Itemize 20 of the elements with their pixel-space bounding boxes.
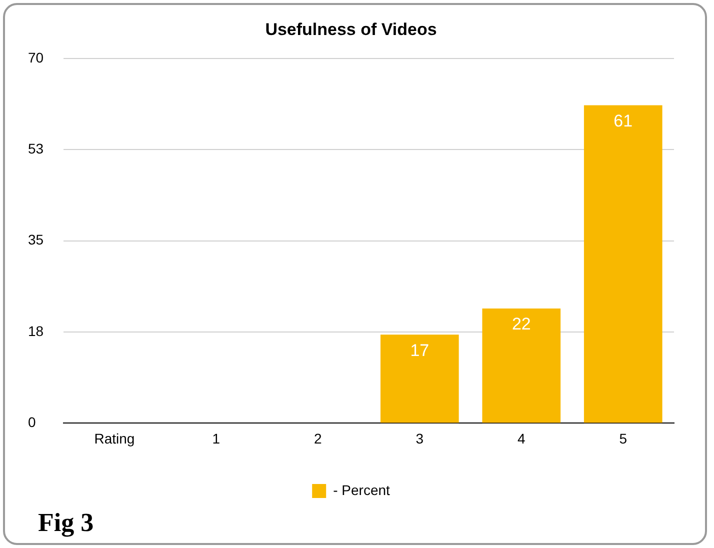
y-tick-label: 18	[28, 322, 44, 339]
legend-label: - Percent	[333, 482, 390, 498]
caption: Fig 3	[38, 508, 94, 538]
x-tick-label: Rating	[94, 430, 135, 446]
x-tick-label: 5	[619, 430, 628, 446]
x-tick-label: 2	[314, 430, 322, 446]
x-tick-label: 3	[416, 430, 424, 446]
x-tick-label: 1	[212, 430, 220, 446]
data-label: 17	[410, 340, 430, 360]
data-label: 61	[614, 111, 633, 130]
y-tick-label: 35	[28, 232, 44, 248]
data-label: 22	[512, 314, 531, 334]
y-tick-label: 0	[28, 414, 36, 430]
y-tick-label: 53	[28, 140, 44, 156]
bar	[380, 334, 459, 423]
x-tick-label: 4	[517, 430, 526, 446]
bar	[482, 308, 561, 423]
y-tick-label: 70	[28, 49, 44, 66]
bar	[584, 105, 662, 423]
chart-title: Usefulness of Videos	[265, 20, 437, 39]
